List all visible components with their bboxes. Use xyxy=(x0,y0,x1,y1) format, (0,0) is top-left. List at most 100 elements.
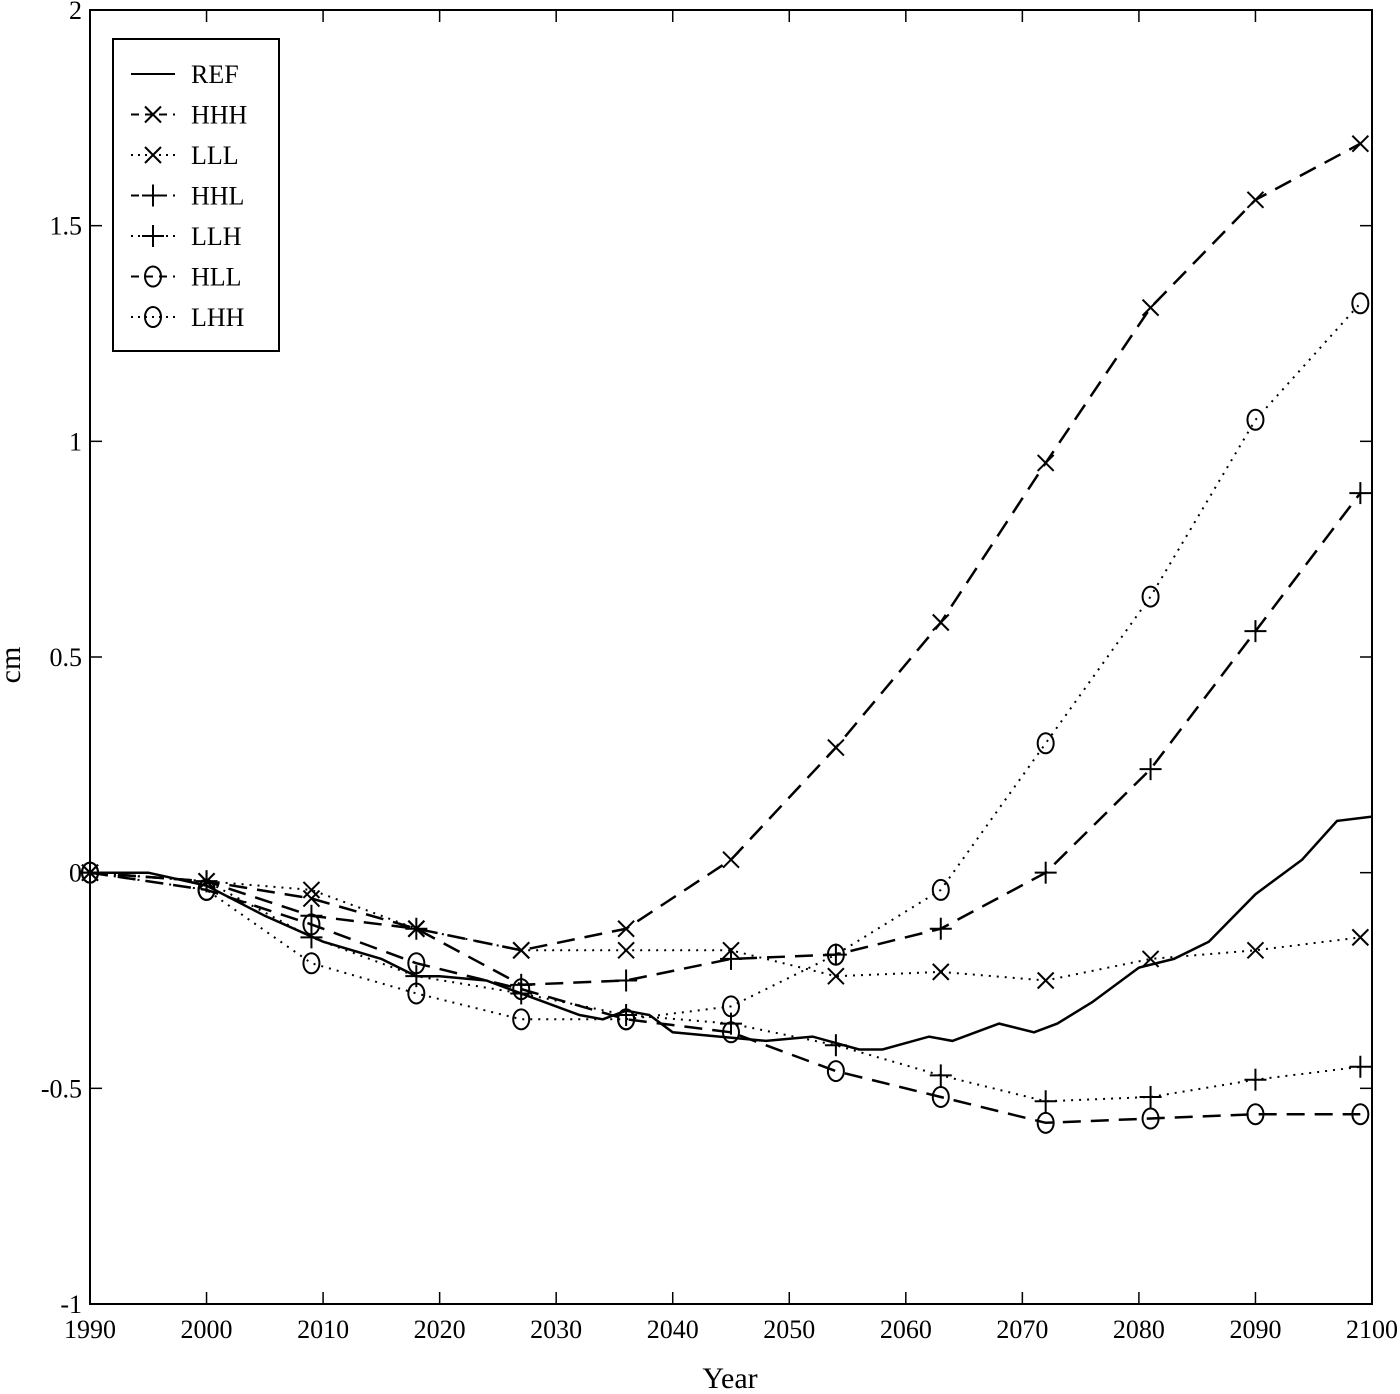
y-tick-label: 2 xyxy=(69,0,82,25)
data-point-hhh xyxy=(1351,135,1370,153)
data-point-llh xyxy=(300,926,323,949)
data-point-hhh xyxy=(1036,454,1055,472)
x-tick-label: 2030 xyxy=(530,1315,582,1344)
data-point-hhh xyxy=(827,738,845,757)
data-point-hll xyxy=(722,1021,740,1044)
x-axis-title: Year xyxy=(702,1362,757,1394)
axis-ticks: 1990 2000 2010 2020 2030 2040 2050 2060 2070 2080… xyxy=(41,0,1398,1344)
data-point-hll xyxy=(1351,1103,1370,1126)
data-point-lll xyxy=(1141,950,1160,968)
x-tick-label: 2060 xyxy=(880,1315,932,1344)
x-tick-label: 2020 xyxy=(414,1315,466,1344)
data-point-hhl xyxy=(1034,861,1057,884)
series-line-hhl xyxy=(89,492,1362,987)
data-point-lll xyxy=(302,881,321,899)
data-point-hhl xyxy=(1349,482,1372,505)
data-point-lhh xyxy=(512,1008,531,1031)
legend-marker xyxy=(142,184,164,207)
data-point-lhh xyxy=(1036,732,1055,755)
data-point-hhl xyxy=(720,947,742,970)
x-tick-label: 2100 xyxy=(1346,1315,1398,1344)
data-point-lhh xyxy=(407,982,426,1005)
y-tick-label: -1 xyxy=(60,1290,82,1319)
y-tick-label: 1.5 xyxy=(50,212,83,241)
legend-item-hhl: HHL xyxy=(131,182,244,211)
x-tick-label: 1990 xyxy=(64,1315,116,1344)
data-point-hll xyxy=(1246,1103,1265,1126)
x-tick-label: 2040 xyxy=(647,1315,699,1344)
series-line-hhh xyxy=(89,142,1361,952)
data-point-hhh xyxy=(302,889,321,908)
legend-item-llh: LLH xyxy=(131,222,242,251)
data-point-llh xyxy=(929,1064,952,1087)
legend-item-lll: LLL xyxy=(131,141,239,170)
data-point-lhh xyxy=(826,943,845,966)
legend-label: LLH xyxy=(191,222,242,251)
y-tick-label: 0 xyxy=(69,859,82,888)
series-lhh xyxy=(81,292,1370,1031)
series-llh xyxy=(79,861,1372,1113)
legend-label: HHH xyxy=(191,101,248,130)
legend-label: LLL xyxy=(191,141,239,170)
data-point-lhh xyxy=(1351,292,1370,315)
series-lll xyxy=(81,863,1370,990)
data-point-lll xyxy=(932,963,950,981)
legend-label: LHH xyxy=(191,303,245,332)
x-tick-label: 2000 xyxy=(181,1315,233,1344)
data-point-lhh xyxy=(722,995,740,1018)
x-tick-label: 2050 xyxy=(763,1315,815,1344)
series-line-llh xyxy=(89,871,1361,1103)
data-point-lll xyxy=(1036,971,1055,990)
series-ref xyxy=(90,815,1373,1051)
legend-item-lhh: LHH xyxy=(131,303,245,332)
data-point-llh xyxy=(1034,1090,1057,1113)
data-point-llh xyxy=(824,1034,847,1057)
data-point-hhl xyxy=(405,917,428,940)
legend-label: HHL xyxy=(191,182,244,211)
x-tick-label: 2010 xyxy=(297,1315,349,1344)
legend-marker xyxy=(144,306,162,328)
y-tick-label: 0.5 xyxy=(50,643,83,672)
data-point-lhh xyxy=(302,952,321,975)
series-line-ref xyxy=(90,815,1373,1051)
data-point-hhl xyxy=(929,917,952,940)
x-tick-label: 2090 xyxy=(1229,1315,1281,1344)
data-point-hll xyxy=(407,952,426,975)
x-tick-label: 2080 xyxy=(1113,1315,1165,1344)
series-line-lll xyxy=(89,871,1361,982)
legend-item-hll: HLL xyxy=(131,263,242,292)
data-point-lll xyxy=(1246,941,1265,960)
plot-area xyxy=(89,9,1373,1305)
data-point-hhl xyxy=(1139,758,1162,781)
legend-marker xyxy=(144,146,162,164)
data-point-hll xyxy=(302,913,321,936)
series-line-lhh xyxy=(89,302,1362,1021)
data-point-lhh xyxy=(931,878,950,901)
x-tick-label: 2070 xyxy=(996,1315,1048,1344)
data-point-hll xyxy=(1036,1111,1055,1134)
data-point-hhl xyxy=(1244,620,1267,643)
y-tick-label: 1 xyxy=(69,427,82,456)
legend-box xyxy=(112,38,280,352)
data-point-hhh xyxy=(932,613,950,632)
legend: REF HHH LLL HHL LLH HLL LHH xyxy=(112,38,280,352)
data-point-hhh xyxy=(617,920,635,938)
y-axis-title: cm xyxy=(0,647,27,684)
data-point-lll xyxy=(617,941,635,960)
legend-marker xyxy=(144,105,162,124)
data-point-llh xyxy=(1139,1085,1162,1108)
data-point-hhh xyxy=(722,851,740,869)
legend-label: HLL xyxy=(191,263,242,292)
data-point-hll xyxy=(931,1085,950,1108)
data-point-lhh xyxy=(1141,585,1160,608)
legend-label: REF xyxy=(191,60,239,89)
data-point-hhh xyxy=(1246,191,1265,209)
data-point-lll xyxy=(1351,928,1370,947)
data-point-hll xyxy=(1141,1107,1160,1130)
series-hll xyxy=(81,861,1370,1134)
y-tick-label: -0.5 xyxy=(41,1074,82,1103)
data-point-llh xyxy=(195,870,218,893)
legend-marker xyxy=(144,265,162,288)
data-point-hhl xyxy=(615,969,638,992)
